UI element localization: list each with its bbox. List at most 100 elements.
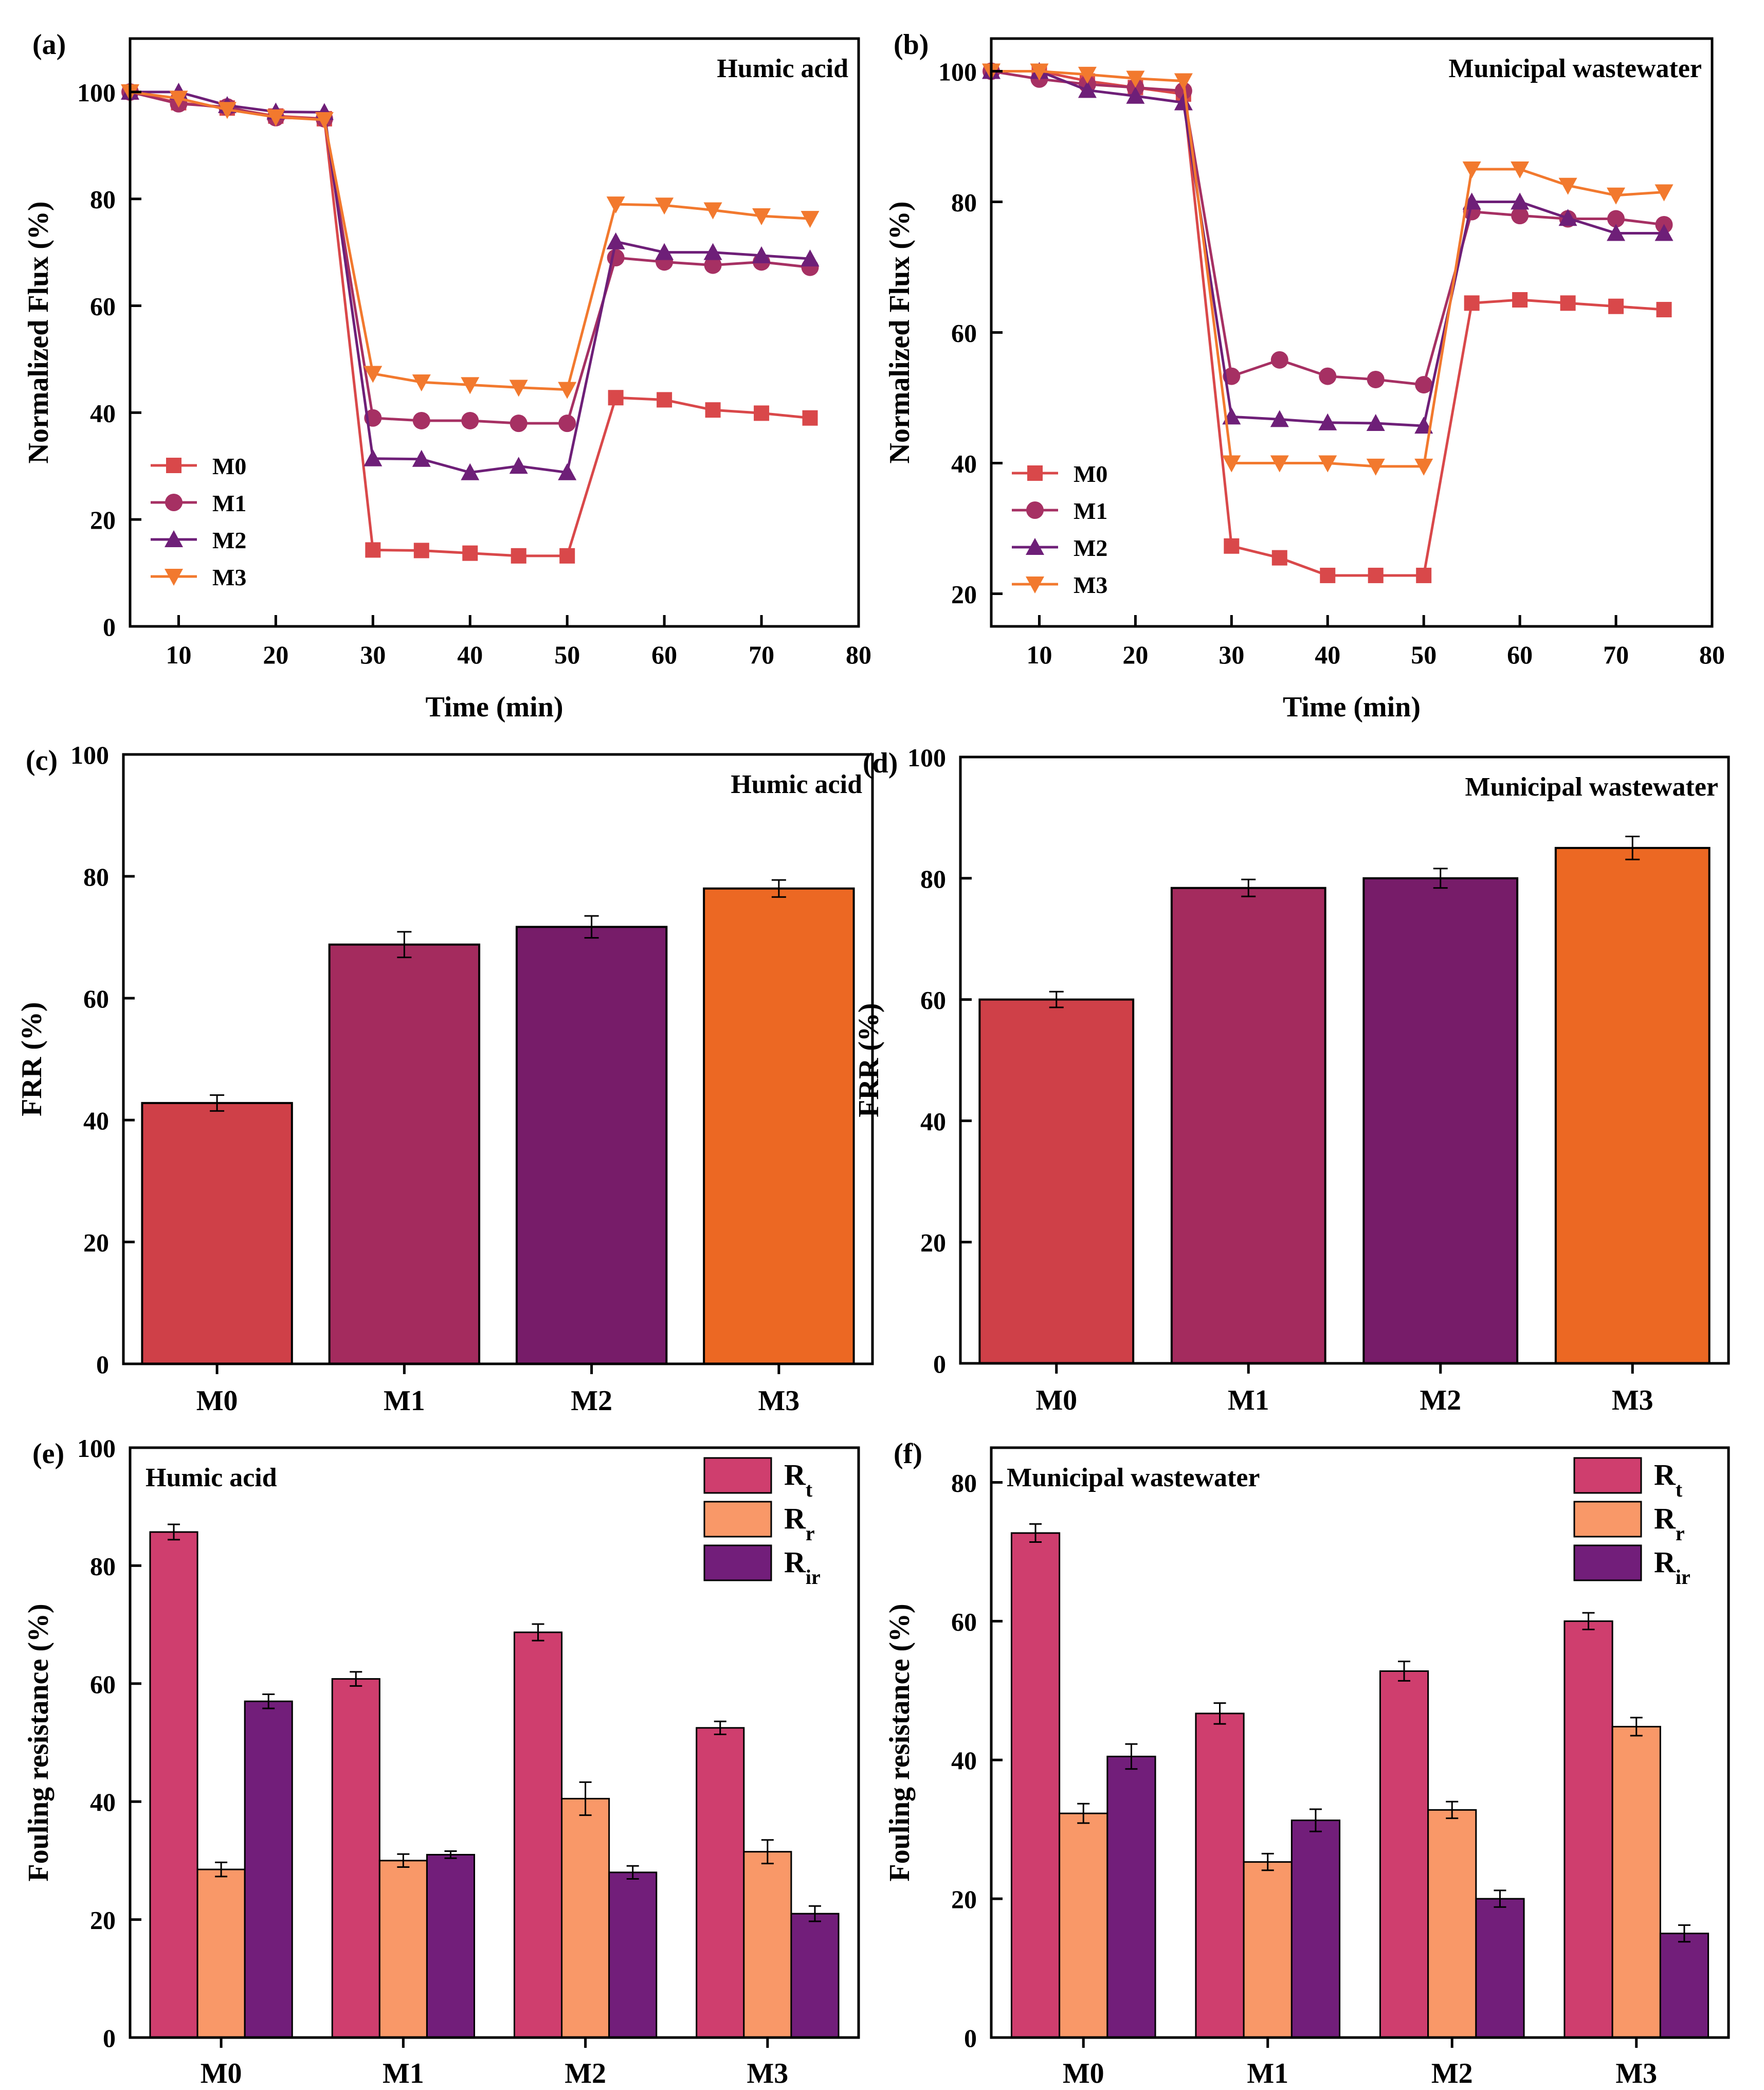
data-point	[1414, 458, 1433, 476]
y-tick-label: 60	[90, 292, 116, 321]
data-point	[1368, 567, 1384, 583]
data-point	[509, 457, 528, 474]
x-tick-label: 40	[1315, 640, 1340, 669]
legend-label-sub: r	[806, 1522, 815, 1545]
data-point	[1558, 209, 1577, 226]
data-point	[1126, 86, 1145, 104]
panel-label: (f)	[894, 1438, 922, 1470]
legend-label-sub: r	[1676, 1522, 1685, 1545]
bar-R_r	[743, 1851, 792, 2039]
legend-item: Rt	[703, 1457, 813, 1501]
data-point	[558, 382, 577, 399]
bar-R_t	[696, 1727, 745, 2039]
data-point	[217, 102, 237, 119]
bar-R_t	[1379, 1670, 1429, 2039]
x-tick-label: M1	[383, 2058, 424, 2089]
bar-R_t	[149, 1531, 198, 2039]
data-point	[1026, 538, 1044, 555]
legend-label: M1	[212, 490, 246, 516]
data-point	[510, 415, 528, 433]
data-point	[1511, 192, 1530, 210]
panel-label: (a)	[32, 29, 66, 61]
data-point	[559, 548, 575, 564]
y-tick-label: 40	[951, 449, 977, 478]
y-tick-label: 40	[951, 1746, 977, 1775]
legend-swatch	[703, 1544, 772, 1581]
legend-item: M0	[151, 453, 246, 479]
data-point	[1511, 207, 1529, 225]
legend-label-main: R	[784, 1502, 806, 1535]
x-tick-label: M0	[1063, 2058, 1104, 2089]
plot-frame	[122, 753, 874, 1365]
y-axis-label: FRR (%)	[853, 1003, 885, 1117]
data-point	[801, 211, 820, 228]
legend-label-main: R	[1654, 1545, 1676, 1579]
bar-R_t	[1010, 1532, 1061, 2039]
legend-label: Rir	[784, 1545, 821, 1589]
bar	[1362, 877, 1519, 1365]
legend-label-main: R	[1654, 1502, 1676, 1535]
data-point	[1078, 81, 1097, 98]
data-point	[703, 243, 722, 260]
data-point	[705, 402, 721, 418]
y-tick-label: 20	[90, 506, 116, 534]
y-tick-label: 80	[951, 188, 977, 217]
legend-item: Rt	[1573, 1457, 1683, 1501]
bar	[141, 1102, 293, 1365]
panel-title: Municipal wastewater	[1449, 54, 1702, 83]
data-point	[1656, 302, 1672, 318]
y-tick-label: 100	[938, 58, 977, 86]
series-M3	[121, 84, 820, 399]
data-point	[266, 109, 285, 127]
y-tick-label: 60	[920, 986, 946, 1015]
x-tick-label: 10	[166, 640, 191, 669]
x-tick-label: M3	[1615, 2058, 1657, 2089]
y-tick-label: 100	[77, 78, 116, 107]
plot-frame	[959, 755, 1730, 1365]
chart-d: M0 M1 M2 M3 0 20 40 60 80 100 (d) Municipal wastewa…	[853, 743, 1730, 1416]
chart-f: M0 M1 M2 M3 0 20 40 60 80 (f) Municipal wastewater…	[884, 1438, 1730, 2089]
y-tick-label: 100	[907, 743, 946, 772]
bar-R_t	[1563, 1620, 1613, 2039]
data-point	[607, 249, 625, 267]
data-point	[1126, 70, 1145, 88]
y-tick-label: 80	[920, 864, 946, 893]
legend-label-sub: t	[1676, 1478, 1683, 1501]
y-tick-label: 80	[951, 1468, 977, 1497]
data-point	[1366, 414, 1385, 431]
data-point	[165, 530, 183, 547]
x-tick-label: M2	[571, 1385, 612, 1417]
y-tick-label: 40	[83, 1106, 109, 1135]
legend-item: M2	[151, 527, 246, 553]
x-tick-label: M2	[1420, 1384, 1461, 1416]
bar-R_ir	[1475, 1898, 1525, 2039]
plot-frame	[129, 37, 860, 628]
x-tick-label: M1	[1247, 2058, 1288, 2089]
data-point	[1270, 455, 1289, 473]
bar-R_r	[196, 1868, 246, 2039]
x-tick-label: 80	[1699, 640, 1725, 669]
data-point	[511, 548, 526, 564]
x-tick-label: M0	[196, 1385, 238, 1417]
panel-title: Humic acid	[731, 770, 862, 799]
data-point	[365, 542, 381, 558]
y-tick-label: 20	[951, 1885, 977, 1914]
data-point	[165, 569, 183, 586]
data-point	[461, 411, 479, 429]
panel-title: Municipal wastewater	[1465, 772, 1718, 802]
data-point	[655, 243, 674, 260]
data-point	[315, 112, 334, 129]
data-point	[1174, 93, 1193, 111]
data-point	[1416, 567, 1432, 583]
bar-R_ir	[1106, 1755, 1156, 2039]
legend-swatch	[1573, 1544, 1642, 1581]
data-point	[462, 545, 478, 561]
data-point	[413, 543, 429, 558]
data-point	[1026, 576, 1044, 593]
bar-R_r	[1243, 1861, 1293, 2039]
data-point	[1414, 417, 1433, 434]
series-M1	[983, 62, 1673, 394]
x-tick-label: M2	[565, 2058, 606, 2089]
bar-R_ir	[1290, 1819, 1341, 2039]
